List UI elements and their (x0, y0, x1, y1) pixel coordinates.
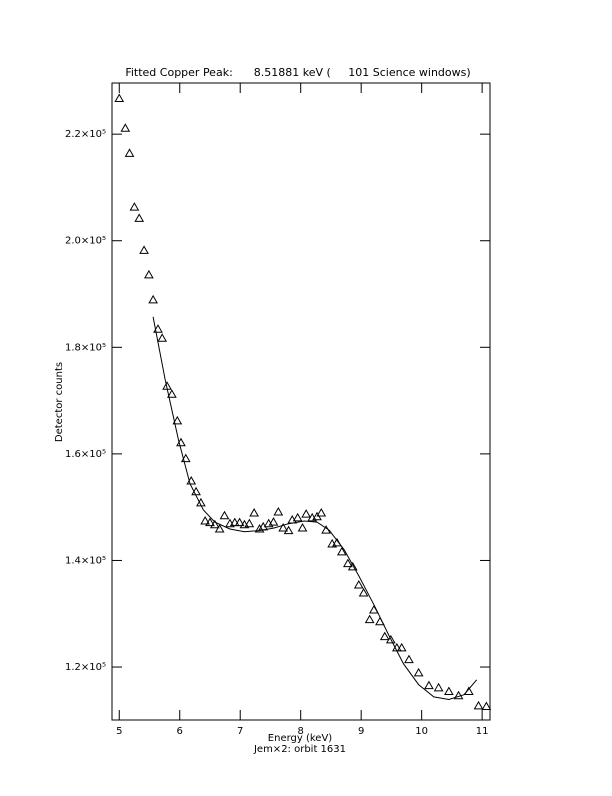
x-tick-label: 8 (298, 726, 304, 737)
x-tick-label: 9 (358, 726, 364, 737)
data-point (481, 701, 492, 710)
data-point (205, 517, 215, 527)
data-point (396, 642, 407, 652)
data-point (129, 202, 140, 211)
data-point (343, 558, 353, 568)
data-point (157, 333, 168, 342)
data-point (114, 93, 125, 102)
data-point (234, 517, 245, 527)
data-point (273, 506, 284, 516)
data-point (444, 686, 454, 696)
x-axis-label: Energy (keV) (268, 733, 333, 744)
chart-title: Fitted Copper Peak: 8.51881 keV ( 101 Sc… (125, 66, 470, 79)
x-tick-label: 6 (177, 726, 183, 737)
data-point (424, 680, 434, 690)
x-tick-label: 10 (415, 726, 428, 737)
data-point (353, 579, 364, 589)
data-point (336, 546, 347, 556)
fit-line (152, 316, 478, 701)
data-point (249, 508, 259, 517)
data-point (144, 269, 154, 279)
data-point (167, 389, 177, 398)
data-point (347, 561, 358, 571)
data-point (229, 517, 240, 527)
data-point (278, 522, 289, 532)
y-tick-label: 1.2×10⁵ (65, 662, 106, 673)
data-point (124, 148, 135, 157)
data-point (219, 510, 230, 520)
data-point (200, 516, 211, 525)
data-point (364, 614, 375, 624)
data-point (268, 517, 279, 526)
data-point (301, 509, 312, 518)
subtitle: Jem×2: orbit 1631 (253, 744, 346, 755)
data-point (254, 524, 265, 533)
data-point (358, 587, 369, 597)
y-tick-label: 1.6×10⁵ (65, 449, 106, 460)
data-point (244, 518, 255, 528)
x-tick-label: 7 (237, 726, 243, 737)
data-point (297, 522, 308, 532)
x-tick-label: 11 (476, 726, 489, 737)
y-tick-label: 2.0×10⁵ (65, 236, 106, 247)
y-axis-label: Detector counts (54, 362, 65, 442)
data-point (283, 525, 294, 535)
data-point (120, 123, 131, 132)
data-point (413, 667, 424, 677)
data-point (209, 519, 220, 529)
data-point (473, 700, 484, 710)
y-tick-label: 2.2×10⁵ (65, 129, 106, 140)
data-point (172, 415, 183, 425)
data-point (214, 524, 225, 533)
data-point (148, 294, 158, 304)
data-point (385, 634, 396, 644)
data-point (433, 682, 444, 692)
data-point (134, 213, 145, 222)
y-tick-label: 1.8×10⁵ (65, 342, 106, 353)
data-point (153, 324, 163, 333)
data-point (404, 654, 414, 664)
data-point (316, 508, 327, 517)
x-tick-label: 5 (116, 726, 122, 737)
data-point (292, 512, 303, 522)
y-tick-label: 1.4×10⁵ (65, 555, 106, 566)
data-point (379, 631, 390, 641)
data-point (139, 245, 149, 254)
